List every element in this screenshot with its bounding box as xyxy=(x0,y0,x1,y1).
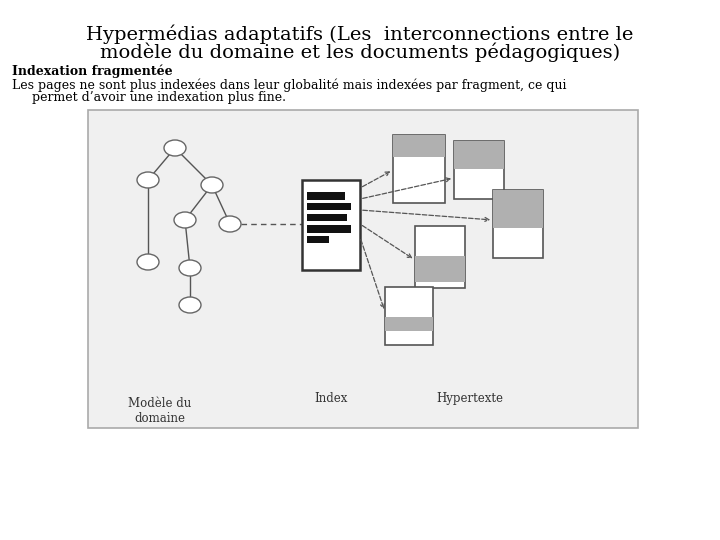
Bar xyxy=(307,225,351,233)
Bar xyxy=(493,190,543,258)
Bar xyxy=(307,203,351,210)
Bar xyxy=(454,141,504,199)
Ellipse shape xyxy=(219,216,241,232)
Text: Modèle du
domaine: Modèle du domaine xyxy=(128,397,192,425)
Bar xyxy=(454,141,504,169)
Text: modèle du domaine et les documents pédagogiques): modèle du domaine et les documents pédag… xyxy=(100,42,620,62)
Text: Hypertexte: Hypertexte xyxy=(436,392,503,405)
Ellipse shape xyxy=(164,140,186,156)
Bar xyxy=(307,192,345,200)
Ellipse shape xyxy=(201,177,223,193)
Ellipse shape xyxy=(174,212,196,228)
Ellipse shape xyxy=(179,260,201,276)
Bar xyxy=(415,226,465,288)
Bar xyxy=(385,317,433,331)
Text: Indexation fragmentée: Indexation fragmentée xyxy=(12,65,173,78)
Bar xyxy=(302,180,360,270)
Ellipse shape xyxy=(137,172,159,188)
Text: permet d’avoir une indexation plus fine.: permet d’avoir une indexation plus fine. xyxy=(12,91,286,104)
Text: Index: Index xyxy=(315,392,348,405)
Bar xyxy=(493,190,543,228)
Bar xyxy=(393,135,445,157)
Bar xyxy=(393,135,445,203)
Bar xyxy=(415,256,465,282)
Ellipse shape xyxy=(137,254,159,270)
Bar xyxy=(307,214,347,221)
Bar xyxy=(307,236,329,243)
Bar xyxy=(385,287,433,345)
Bar xyxy=(88,110,638,428)
Text: Hypermédias adaptatifs (Les  interconnections entre le: Hypermédias adaptatifs (Les interconnect… xyxy=(86,24,634,44)
Text: Les pages ne sont plus indexées dans leur globalité mais indexées par fragment, : Les pages ne sont plus indexées dans leu… xyxy=(12,78,567,91)
Ellipse shape xyxy=(179,297,201,313)
